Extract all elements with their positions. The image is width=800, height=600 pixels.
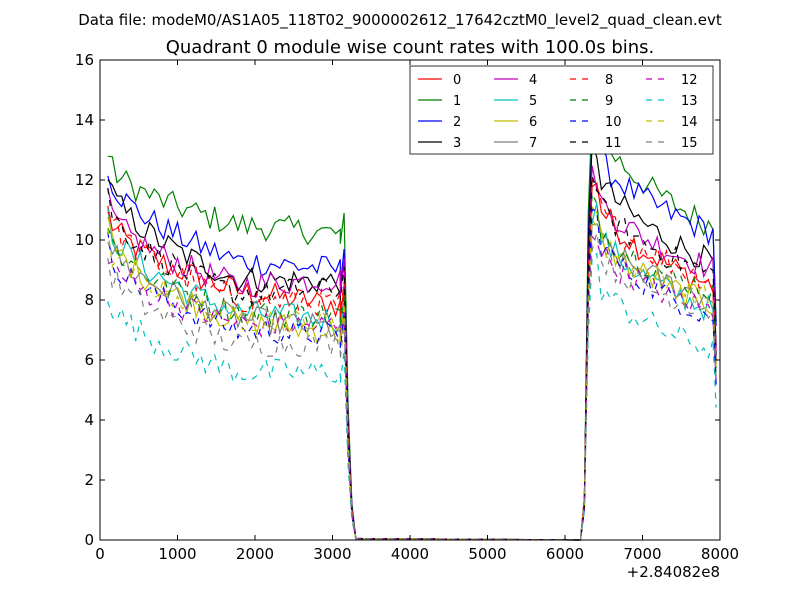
legend-label: 2 (453, 115, 461, 130)
legend-label: 9 (605, 94, 613, 109)
series-line-8 (107, 178, 717, 541)
x-tick-label: 0 (95, 545, 105, 563)
legend-label: 5 (529, 94, 537, 109)
legend-label: 6 (529, 115, 537, 130)
series-line-2 (107, 136, 717, 541)
figure-suptitle: Data file: modeM0/AS1A05_118T02_90000026… (78, 11, 722, 30)
y-tick-label: 0 (84, 531, 94, 549)
series-line-4 (107, 165, 717, 541)
legend-label: 15 (681, 136, 698, 151)
legend-entry-9: 9 (570, 94, 613, 109)
x-tick-label: 3000 (313, 545, 351, 563)
legend-entry-15: 15 (646, 136, 698, 151)
legend-entry-1: 1 (418, 94, 461, 109)
series-line-0 (107, 182, 717, 541)
x-tick-label: 7000 (623, 545, 661, 563)
x-tick-label: 6000 (546, 545, 584, 563)
legend-label: 14 (681, 115, 698, 130)
legend-label: 7 (529, 136, 537, 151)
y-tick-label: 14 (75, 111, 94, 129)
legend-entry-4: 4 (494, 73, 537, 88)
legend-entry-14: 14 (646, 115, 698, 130)
legend-entry-3: 3 (418, 136, 461, 151)
x-tick-label: 5000 (468, 545, 506, 563)
x-tick-label: 4000 (391, 545, 429, 563)
legend-entry-0: 0 (418, 73, 461, 88)
legend-entry-12: 12 (646, 73, 698, 88)
y-tick-label: 2 (84, 471, 94, 489)
legend-label: 12 (681, 73, 698, 88)
legend-entry-10: 10 (570, 115, 622, 130)
series-line-12 (107, 235, 717, 541)
x-tick-label: 2000 (236, 545, 274, 563)
series-line-1 (107, 99, 717, 541)
legend-frame (409, 65, 714, 155)
legend-entry-13: 13 (646, 94, 698, 109)
x-tick-label: 8000 (701, 545, 739, 563)
series-line-14 (107, 217, 717, 541)
legend-entry-5: 5 (494, 94, 537, 109)
legend-label: 1 (453, 94, 461, 109)
axis-ticks: 0 1000 2000 3000 4000 5000 6000 7000 80000246810… (75, 51, 739, 563)
chart-title: Quadrant 0 module wise count rates with … (166, 37, 655, 58)
legend-entry-2: 2 (418, 115, 461, 130)
legend-entry-6: 6 (494, 115, 537, 130)
series-line-9 (107, 193, 717, 541)
legend-entry-8: 8 (570, 73, 613, 88)
legend-label: 10 (605, 115, 622, 130)
y-tick-label: 8 (84, 291, 94, 309)
y-tick-label: 4 (84, 411, 94, 429)
y-tick-label: 6 (84, 351, 94, 369)
series-line-6 (107, 205, 717, 541)
x-axis-offset-label: +2.84082e8 (627, 563, 720, 581)
legend-label: 11 (605, 136, 622, 151)
series-line-3 (107, 141, 717, 541)
legend-entry-11: 11 (570, 136, 622, 151)
legend-entry-7: 7 (494, 136, 537, 151)
legend-label: 3 (453, 136, 461, 151)
legend-label: 0 (453, 73, 461, 88)
y-tick-label: 12 (75, 171, 94, 189)
y-tick-label: 16 (75, 51, 94, 69)
series-line-13 (107, 252, 717, 541)
legend-label: 8 (605, 73, 613, 88)
series-line-7 (107, 223, 717, 541)
x-tick-label: 1000 (158, 545, 196, 563)
series-line-15 (107, 232, 717, 541)
plot-area (107, 99, 717, 541)
legend-label: 13 (681, 94, 698, 109)
y-tick-label: 10 (75, 231, 94, 249)
series-line-11 (107, 175, 717, 541)
legend-label: 4 (529, 73, 537, 88)
